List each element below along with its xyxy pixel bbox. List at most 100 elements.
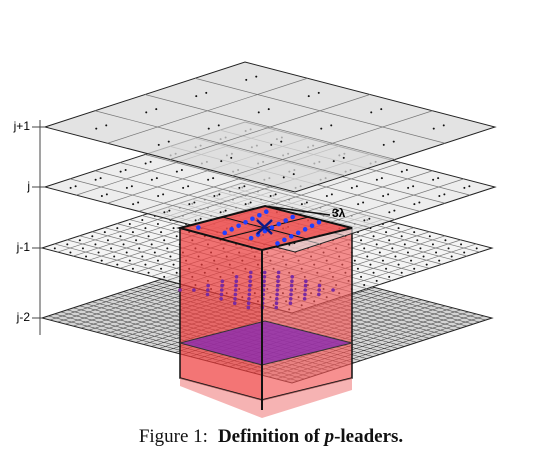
plane-dot — [394, 255, 397, 258]
plane-dot — [53, 247, 56, 250]
plane-dot — [103, 231, 106, 234]
plane-dot — [372, 235, 375, 238]
plane-dot — [382, 194, 385, 197]
inner-dot — [206, 288, 210, 292]
inner-dot — [290, 279, 294, 284]
level-label: j+1 — [13, 119, 31, 133]
plane-dot — [218, 193, 221, 196]
plane-dot — [375, 178, 378, 181]
inner-dot — [219, 292, 224, 297]
plane-dot — [428, 235, 431, 238]
plane-dot — [150, 243, 153, 246]
plane-dot — [116, 227, 119, 230]
top-dot — [243, 219, 248, 225]
plane-dot — [194, 219, 197, 222]
plane-dot — [182, 186, 185, 189]
plane-dot — [163, 275, 166, 278]
inner-dot — [192, 288, 196, 292]
plane-dot — [450, 255, 453, 258]
plane-dot — [362, 201, 365, 204]
plane-dot — [128, 223, 131, 226]
top-dot — [196, 225, 201, 230]
plane-dot — [447, 247, 450, 250]
plane-dot — [378, 251, 381, 254]
plane-dot — [85, 255, 88, 258]
inner-dot — [262, 275, 267, 279]
plane-dot — [217, 124, 220, 127]
inner-dot — [290, 275, 295, 279]
plane-dot — [337, 209, 340, 212]
top-dot — [289, 234, 294, 239]
plane-dot — [432, 178, 435, 181]
plane-dot — [105, 193, 108, 196]
plane-dot — [147, 235, 150, 238]
top-dot — [248, 235, 254, 241]
inner-dot — [317, 292, 321, 297]
figure: j-2 j-1 j j+1 3λ — [13, 61, 497, 418]
plane-dot — [356, 267, 359, 270]
inner-dot — [219, 288, 224, 292]
inner-dot — [234, 275, 239, 279]
plane-dot — [381, 259, 384, 262]
top-dot — [283, 218, 289, 223]
plane-dot — [199, 217, 202, 220]
plane-dot — [78, 239, 81, 242]
plane-dot — [372, 271, 375, 274]
plane-dot — [375, 243, 378, 246]
column-right-face — [261, 227, 353, 401]
plane-dot — [269, 194, 272, 197]
plane-dot — [410, 259, 413, 262]
plane-dot — [360, 239, 363, 242]
inner-dot — [275, 283, 280, 288]
inner-dot — [248, 270, 253, 275]
plane-dot — [175, 170, 178, 173]
plane-dot — [292, 173, 295, 176]
plane-dot — [413, 231, 416, 234]
plane-dot — [160, 267, 163, 270]
plane-grid-line — [232, 110, 433, 177]
plane-dot — [435, 251, 438, 254]
plane-grid-line — [194, 77, 446, 144]
inner-dot — [248, 283, 252, 288]
plane-dot — [330, 193, 333, 196]
top-dot — [295, 230, 301, 236]
inner-dot — [247, 292, 252, 297]
plane-dot — [363, 283, 366, 286]
plane-dot — [244, 203, 247, 206]
plane-dot — [380, 177, 383, 180]
inner-dot — [276, 275, 281, 279]
plane-dot — [388, 239, 391, 242]
plane-dot — [94, 243, 97, 246]
plane-dot — [380, 108, 383, 111]
plane-dot — [438, 259, 441, 262]
top-dot — [302, 227, 308, 232]
top-dot — [269, 225, 275, 230]
plane-dot — [305, 201, 308, 204]
plane-dot — [213, 194, 216, 197]
plane-dot — [357, 203, 360, 206]
inner-dot — [331, 288, 335, 292]
inner-dot — [276, 279, 280, 284]
inner-dot — [233, 288, 238, 292]
inner-dot — [220, 279, 225, 284]
plane-dot — [100, 259, 103, 262]
top-dot — [222, 230, 228, 236]
caption-title-text: -leaders. — [334, 426, 404, 447]
inner-dot — [288, 301, 293, 306]
plane-dot — [69, 186, 72, 189]
plane-dot — [307, 95, 310, 98]
plane-dot — [153, 251, 156, 254]
inner-dot — [303, 283, 308, 288]
plane-dot — [392, 140, 395, 143]
inner-dot — [262, 279, 266, 284]
inner-dot — [274, 305, 279, 310]
plane-dot — [438, 194, 441, 197]
plane-dot — [175, 235, 178, 238]
plane-dot — [144, 162, 147, 165]
plane-dot — [110, 247, 113, 250]
plane-dot — [205, 91, 208, 94]
top-dot — [229, 227, 234, 232]
plane-dot — [137, 201, 140, 204]
top-dot — [276, 221, 282, 227]
